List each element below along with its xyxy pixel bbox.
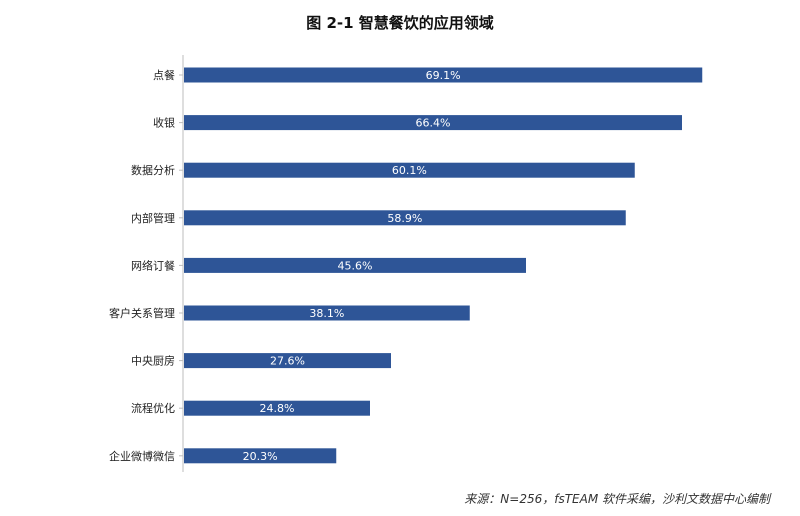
category-label: 点餐: [153, 68, 175, 82]
bar: [184, 162, 635, 178]
data-label: 20.3%: [243, 450, 278, 463]
data-label: 45.6%: [338, 259, 373, 272]
bar: [184, 305, 470, 321]
bar: [184, 210, 626, 226]
data-label: 27.6%: [270, 355, 305, 368]
category-label: 网络订餐: [131, 258, 175, 272]
bar: [184, 257, 526, 273]
source-note: 来源：N=256，fsTEAM 软件采编，沙利文数据中心编制: [464, 492, 770, 506]
chart-title: 图 2-1 智慧餐饮的应用领域: [306, 14, 494, 32]
bar: [184, 448, 337, 464]
bar: [184, 115, 682, 131]
data-label: 58.9%: [387, 212, 422, 225]
category-label: 中央厨房: [131, 355, 175, 368]
category-label: 收银: [153, 116, 175, 130]
data-label: 69.1%: [426, 69, 461, 82]
data-label: 60.1%: [392, 164, 427, 177]
bar: [184, 67, 703, 83]
bar: [184, 353, 391, 369]
bar: [184, 400, 370, 416]
data-label: 66.4%: [416, 117, 451, 130]
category-label: 数据分析: [131, 163, 175, 177]
category-label: 企业微博微信: [109, 449, 175, 463]
data-label: 38.1%: [309, 307, 344, 320]
category-label: 客户关系管理: [109, 306, 175, 320]
category-label: 流程优化: [131, 401, 175, 415]
category-label: 内部管理: [131, 211, 175, 225]
data-label: 24.8%: [260, 402, 295, 415]
